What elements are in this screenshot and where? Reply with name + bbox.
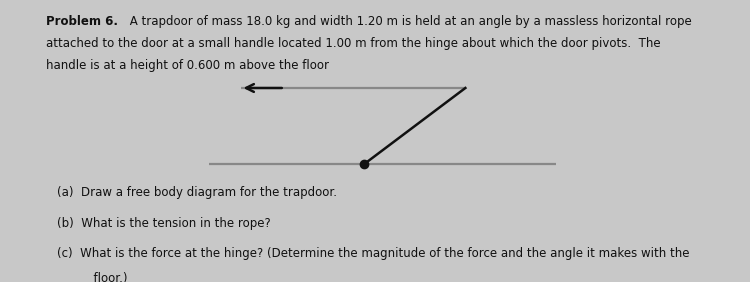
Text: floor.): floor.) [71,272,128,282]
Text: A trapdoor of mass 18.0 kg and width 1.20 m is held at an angle by a massless ho: A trapdoor of mass 18.0 kg and width 1.2… [125,15,692,28]
Text: (c)  What is the force at the hinge? (Determine the magnitude of the force and t: (c) What is the force at the hinge? (Det… [57,247,689,260]
Text: Problem 6.: Problem 6. [46,15,118,28]
Text: (a)  Draw a free body diagram for the trapdoor.: (a) Draw a free body diagram for the tra… [57,186,337,199]
Text: handle is at a height of 0.600 m above the floor: handle is at a height of 0.600 m above t… [46,60,329,72]
Text: attached to the door at a small handle located 1.00 m from the hinge about which: attached to the door at a small handle l… [46,37,661,50]
Text: (b)  What is the tension in the rope?: (b) What is the tension in the rope? [57,217,271,230]
